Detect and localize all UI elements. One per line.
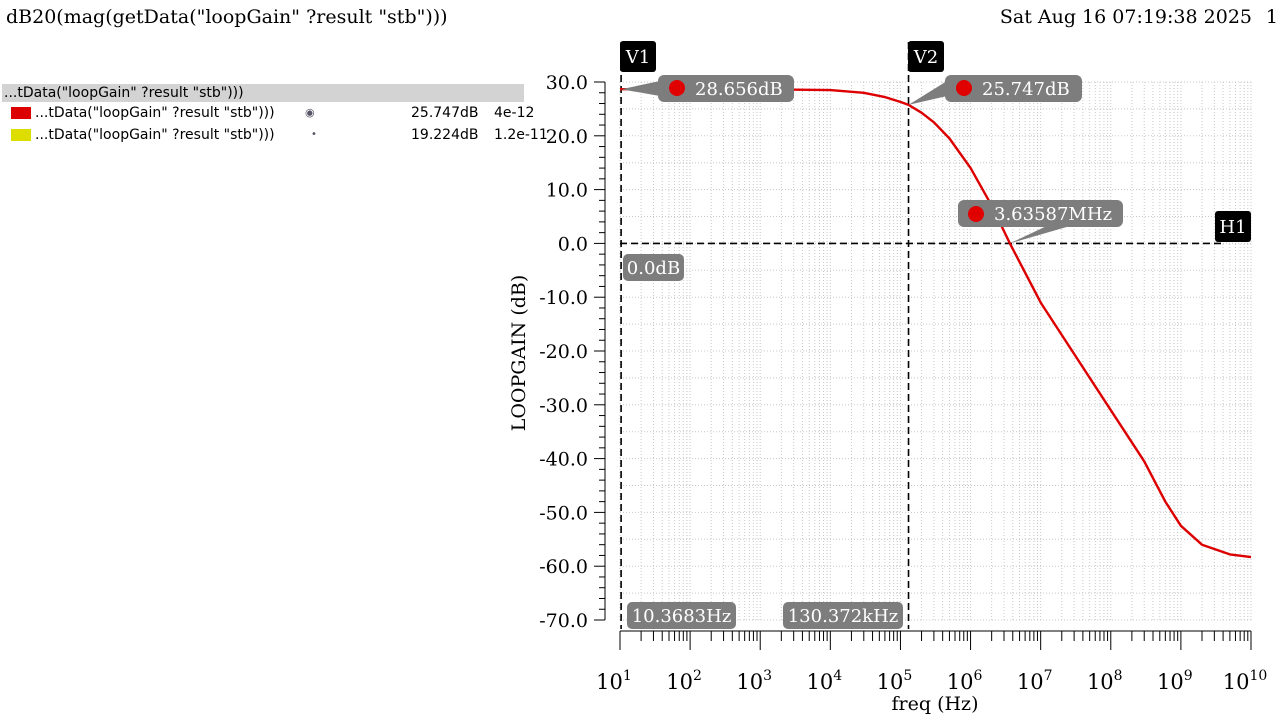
v2-value-label-box — [783, 602, 903, 629]
v2-value-label-text: 130.372kHz — [788, 606, 899, 627]
y-tick-label: -50.0 — [539, 502, 588, 524]
x-tick-label: 103 — [736, 668, 772, 694]
x-tick-exponent: 8 — [1114, 668, 1123, 684]
x-tick-exponent: 7 — [1044, 668, 1053, 684]
marker-pointer — [621, 81, 660, 96]
x-tick-exponent: 5 — [903, 668, 912, 684]
legend-trace-value: 25.747dB — [411, 105, 479, 121]
legend-row[interactable]: ...tData("loopGain" ?result "stb"))) • 1… — [2, 124, 548, 146]
marker-callout: 25.747dB — [908, 75, 1082, 105]
eye-icon[interactable]: ◉ — [305, 106, 315, 119]
v1-flag-box — [620, 41, 656, 72]
series-color-swatch — [11, 129, 31, 141]
y-tick-label: -10.0 — [539, 287, 588, 309]
y-tick-label: 20.0 — [546, 126, 588, 148]
legend-header[interactable]: ...tData("loopGain" ?result "stb"))) — [2, 84, 524, 102]
v1-flag-text: V1 — [625, 47, 650, 68]
y-tick-label: -40.0 — [539, 449, 588, 471]
x-tick-label: 102 — [666, 668, 702, 694]
x-axis-label: freq (Hz) — [892, 693, 979, 715]
legend-trace-x: 1.2e-11 — [494, 127, 548, 143]
y-tick-label: 0.0 — [558, 233, 588, 255]
marker-box — [658, 75, 794, 102]
y-tick-label: 10.0 — [546, 180, 588, 202]
series-line — [620, 88, 1252, 559]
dot-icon[interactable]: • — [311, 129, 317, 140]
v1-value-label-text: 10.3683Hz — [632, 606, 732, 627]
v1-value-label: 10.3683Hz — [627, 602, 736, 629]
marker-dot — [956, 80, 972, 96]
page-number: 1 — [1265, 6, 1278, 28]
marker-label: 25.747dB — [982, 79, 1070, 100]
legend-trace-name[interactable]: ...tData("loopGain" ?result "stb"))) — [35, 127, 275, 143]
x-tick-label: 104 — [807, 668, 843, 694]
timestamp: Sat Aug 16 07:19:38 2025 — [999, 6, 1252, 28]
legend-row[interactable]: ...tData("loopGain" ?result "stb"))) ◉ 2… — [2, 102, 534, 124]
x-tick-exponent: 6 — [973, 668, 982, 684]
x-tick-label: 109 — [1157, 668, 1193, 694]
x-tick-exponent: 1 — [623, 668, 632, 684]
x-tick-exponent: 3 — [763, 668, 772, 684]
legend-trace-name[interactable]: ...tData("loopGain" ?result "stb"))) — [35, 105, 275, 121]
v2-flag-text: V2 — [913, 47, 938, 68]
y-tick-label: -70.0 — [539, 610, 588, 632]
x-tick-exponent: 9 — [1184, 668, 1193, 684]
marker-callout: 28.656dB — [621, 75, 794, 102]
v1-value-label-box — [627, 602, 736, 629]
h1-flag-text: H1 — [1219, 217, 1246, 238]
x-tick-exponent: 4 — [833, 668, 842, 684]
h1-flag: H1 — [1215, 211, 1251, 242]
x-tick-label: 1010 — [1223, 668, 1268, 694]
marker-pointer — [908, 81, 947, 105]
y-axis-label: LOOPGAIN (dB) — [508, 275, 530, 432]
marker-dot — [669, 80, 685, 96]
marker-callout: 3.63587MHz — [958, 200, 1123, 244]
marker-pointer — [1009, 225, 1074, 244]
h1-value-label-box — [623, 254, 684, 281]
y-tick-label: -20.0 — [539, 341, 588, 363]
marker-label: 3.63587MHz — [994, 204, 1112, 225]
v2-flag-box — [908, 41, 944, 72]
x-tick-label: 101 — [596, 668, 632, 694]
marker-label: 28.656dB — [695, 79, 783, 100]
y-tick-label: -60.0 — [539, 556, 588, 578]
series-color-swatch — [11, 107, 31, 119]
x-tick-label: 106 — [947, 668, 983, 694]
marker-box — [958, 200, 1123, 227]
h1-value-label: 0.0dB — [623, 254, 684, 281]
legend: ...tData("loopGain" ?result "stb"))) ...… — [2, 84, 548, 146]
v2-value-label: 130.372kHz — [783, 602, 903, 629]
legend-trace-value: 19.224dB — [411, 127, 479, 143]
y-tick-label: 30.0 — [546, 72, 588, 94]
grid — [619, 81, 1252, 621]
h1-flag-box — [1215, 211, 1251, 242]
x-tick-exponent: 10 — [1249, 668, 1267, 684]
v2-flag: V2 — [908, 41, 944, 72]
marker-box — [945, 75, 1082, 102]
x-tick-label: 107 — [1017, 668, 1053, 694]
v1-flag: V1 — [620, 41, 656, 72]
h1-value-label-text: 0.0dB — [627, 258, 680, 279]
y-tick-label: -30.0 — [539, 395, 588, 417]
x-tick-label: 108 — [1087, 668, 1123, 694]
x-tick-exponent: 2 — [693, 668, 702, 684]
marker-dot — [968, 206, 984, 222]
plot-title: dB20(mag(getData("loopGain" ?result "stb… — [6, 6, 448, 28]
x-tick-label: 105 — [877, 668, 913, 694]
legend-trace-x: 4e-12 — [494, 105, 535, 121]
